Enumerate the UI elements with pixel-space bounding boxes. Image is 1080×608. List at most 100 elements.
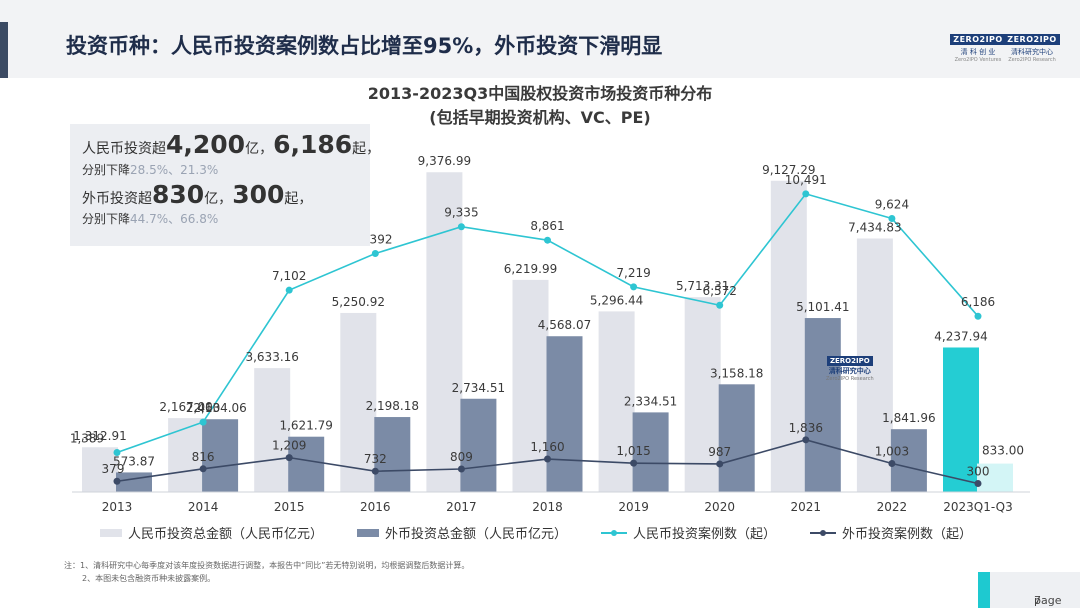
rmb-amount-bar xyxy=(943,347,979,492)
logo-cn: 清 科 创 业 xyxy=(960,48,996,56)
watermark-en: Zero2IPO Research xyxy=(826,376,874,382)
rmb-cases-label: 6,572 xyxy=(703,284,737,298)
fx-cases-label: 816 xyxy=(192,450,215,464)
fx-amount-bar xyxy=(202,419,239,492)
legend-fx-cases: 外币投资案例数（起） xyxy=(810,523,972,542)
fx-cases-point xyxy=(457,465,465,473)
rmb-cases-point xyxy=(113,449,121,457)
rmb-amount-label: 2,167.00 xyxy=(159,400,212,414)
chart-title: 2013-2023Q3中国股权投资市场投资币种分布 xyxy=(367,84,713,103)
legend-label: 外币投资总金额（人民币亿元） xyxy=(385,527,568,542)
summary-fx-decline-values: 44.7%、66.8% xyxy=(130,212,219,226)
fx-cases-label: 379 xyxy=(102,462,125,476)
rmb-amount-label: 3,633.16 xyxy=(245,350,298,364)
fx-cases-label: 1,015 xyxy=(616,444,650,458)
fx-cases-label: 732 xyxy=(364,452,387,466)
page-number: page 7 xyxy=(1006,583,1061,607)
rmb-cases-point xyxy=(630,283,638,291)
rmb-amount-label: 7,434.83 xyxy=(848,220,901,234)
logo-en: Zero2IPO Ventures xyxy=(954,57,1002,63)
logo-cn: 清科研究中心 xyxy=(1011,48,1053,56)
rmb-cases-point xyxy=(974,312,982,320)
summary-rmb-amount: 4,200 xyxy=(166,130,246,159)
rmb-cases-point xyxy=(802,190,810,198)
x-tick-label: 2015 xyxy=(274,500,305,514)
fx-cases-point xyxy=(113,477,121,485)
fx-cases-label: 300 xyxy=(967,464,990,478)
rmb-amount-label: 9,127.29 xyxy=(762,163,815,177)
fx-cases-label: 1,836 xyxy=(789,421,823,435)
rmb-cases-point xyxy=(544,236,551,244)
legend-swatch xyxy=(357,528,380,537)
fx-cases-point xyxy=(285,454,293,462)
summary-rmb-prefix: 人民币投资超 xyxy=(82,141,166,157)
x-tick-label: 2020 xyxy=(704,500,735,514)
rmb-amount-bar xyxy=(168,418,205,492)
summary-fx-amount: 830 xyxy=(152,180,205,209)
fx-amount-label: 573.87 xyxy=(113,454,155,468)
fx-amount-label: 3,158.18 xyxy=(710,366,763,380)
footnote-1: 注：1、清科研究中心每季度对该年度投资数据进行调整，本报告中“同比”若无特别说明… xyxy=(64,561,470,570)
rmb-amount-bar xyxy=(82,447,118,492)
fx-amount-label: 833.00 xyxy=(982,444,1024,458)
fx-amount-label: 2,198.18 xyxy=(366,399,419,413)
rmb-cases-point xyxy=(888,215,896,223)
summary-rmb-line: 人民币投资超4,200亿，6,186起， xyxy=(82,130,380,159)
summary-rmb-decline-prefix: 分别下降 xyxy=(82,163,131,177)
summary-fx-unit: 亿， xyxy=(204,191,233,207)
fx-cases-point xyxy=(974,479,982,487)
rmb-cases-point xyxy=(371,250,379,258)
summary-fx-decline: 分别下降44.7%、66.8% xyxy=(82,208,218,227)
rmb-cases-point xyxy=(285,286,293,294)
fx-amount-bar xyxy=(632,412,669,492)
summary-callout: 人民币投资超4,200亿，6,186起， 分别下降28.5%、21.3% 外币投… xyxy=(70,124,380,246)
x-tick-label: 2018 xyxy=(532,500,563,514)
fx-cases-point xyxy=(716,460,724,468)
x-tick-label: 2014 xyxy=(188,500,219,514)
fx-amount-bar xyxy=(374,417,411,492)
fx-amount-label: 5,101.41 xyxy=(796,300,849,314)
fx-cases-point xyxy=(802,436,810,444)
logo-group: ZERO2IPO 清 科 创 业 Zero2IPO Ventures ZERO2… xyxy=(950,34,1060,63)
legend-fx-amount: 外币投资总金额（人民币亿元） xyxy=(357,523,567,542)
rmb-cases-label: 7,219 xyxy=(616,266,650,280)
summary-rmb-count: 6,186 xyxy=(273,130,353,159)
summary-rmb-unit: 亿， xyxy=(245,141,274,157)
rmb-cases-label: 7,102 xyxy=(272,269,306,283)
legend-label: 人民币投资案例数（起） xyxy=(633,527,777,542)
fx-cases-label: 987 xyxy=(708,445,731,459)
fx-amount-label: 4,568.07 xyxy=(538,318,591,332)
fx-amount-bar xyxy=(546,336,583,492)
legend-swatch xyxy=(810,528,837,538)
x-tick-label: 2021 xyxy=(791,500,822,514)
page-title: 投资币种：人民币投资案例数占比增至95%，外币投资下滑明显 xyxy=(66,34,663,58)
fx-amount-bar xyxy=(890,429,927,492)
fx-cases-point xyxy=(199,465,207,473)
rmb-cases-point xyxy=(199,418,207,426)
watermark-logo: ZERO2IPO 清科研究中心 Zero2IPO Research xyxy=(826,356,874,382)
watermark-mark: ZERO2IPO xyxy=(826,356,873,366)
rmb-cases-label: 9,335 xyxy=(444,206,478,220)
summary-rmb-count-unit: 起， xyxy=(352,141,381,157)
rmb-cases-label: 1,389 xyxy=(70,432,104,446)
header-accent xyxy=(0,22,8,78)
rmb-cases-label: 10,491 xyxy=(785,173,827,187)
chart-subtitle: (包括早期投资机构、VC、PE) xyxy=(429,108,651,127)
fx-amount-bar xyxy=(718,384,755,492)
rmb-amount-bar xyxy=(512,279,549,492)
watermark-cn: 清科研究中心 xyxy=(828,367,871,375)
rmb-amount-label: 9,376.99 xyxy=(418,154,471,168)
legend-swatch xyxy=(601,528,628,538)
fx-cases-label: 1,209 xyxy=(272,439,306,453)
rmb-amount-label: 1,312.91 xyxy=(73,429,126,443)
rmb-amount-label: 4,237.94 xyxy=(934,329,987,343)
legend-rmb-amount: 人民币投资总金额（人民币亿元） xyxy=(100,523,323,542)
x-tick-label: 2017 xyxy=(446,500,477,514)
rmb-amount-label: 5,713.31 xyxy=(676,279,729,293)
x-tick-label: 2022 xyxy=(877,500,908,514)
fx-cases-point xyxy=(888,459,896,467)
rmb-cases-label: 8,861 xyxy=(530,219,564,233)
zero2ipo-research-logo: ZERO2IPO 清科研究中心 Zero2IPO Research xyxy=(1004,34,1060,63)
summary-fx-prefix: 外币投资超 xyxy=(82,191,152,207)
x-tick-label: 2013 xyxy=(102,500,133,514)
